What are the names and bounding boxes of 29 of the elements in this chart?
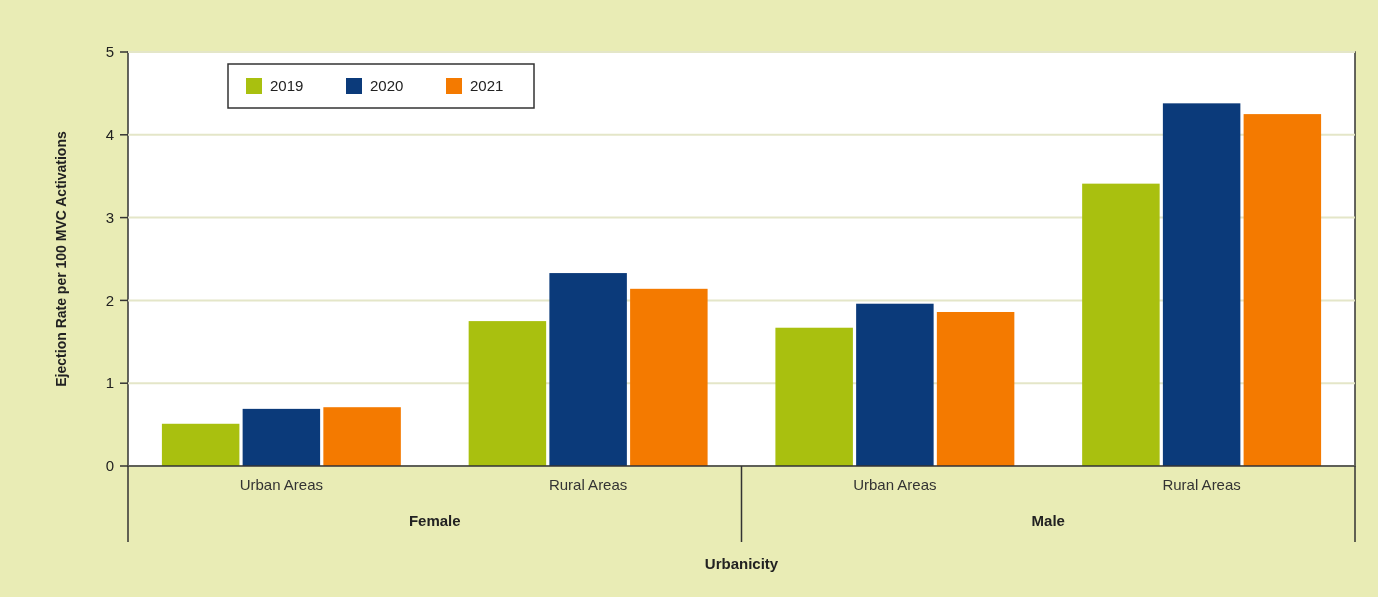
legend-label: 2021 — [470, 77, 504, 95]
bar — [1082, 183, 1160, 466]
bar — [1243, 114, 1322, 466]
bar — [936, 311, 1015, 466]
bar — [856, 303, 934, 466]
x-tick-label: Urban Areas — [239, 476, 324, 493]
bar — [630, 288, 708, 466]
bar — [468, 321, 547, 466]
y-tick-label: 2 — [105, 291, 114, 309]
y-tick-label: 0 — [105, 457, 114, 475]
y-tick-label: 3 — [105, 208, 114, 226]
x-axis-title: Urbanicity — [704, 555, 779, 572]
bar — [161, 423, 240, 466]
y-tick-label: 5 — [105, 43, 114, 61]
y-tick-label: 4 — [105, 126, 114, 144]
bar — [1162, 103, 1241, 466]
y-axis-title: Ejection Rate per 100 MVC Activations — [53, 131, 69, 387]
text: Female — [408, 512, 461, 529]
legend-label: 2020 — [370, 77, 404, 95]
y-tick-label: 1 — [105, 374, 114, 392]
text: Male — [1031, 512, 1065, 529]
bar — [775, 327, 853, 466]
bar — [323, 407, 401, 466]
legend-label: 2019 — [270, 77, 304, 95]
x-tick-label: Urban Areas — [853, 476, 937, 493]
x-tick-label: Rural Areas — [1162, 476, 1241, 493]
bar — [549, 273, 627, 466]
x-tick-label: Rural Areas — [548, 476, 628, 493]
bar — [242, 408, 321, 466]
